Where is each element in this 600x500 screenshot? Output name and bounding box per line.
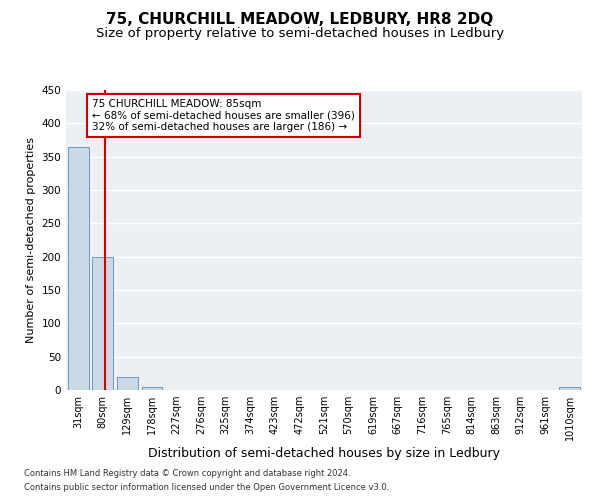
Text: 75, CHURCHILL MEADOW, LEDBURY, HR8 2DQ: 75, CHURCHILL MEADOW, LEDBURY, HR8 2DQ bbox=[106, 12, 494, 28]
Bar bbox=[142, 386, 163, 390]
X-axis label: Distribution of semi-detached houses by size in Ledbury: Distribution of semi-detached houses by … bbox=[148, 447, 500, 460]
Bar bbox=[92, 256, 113, 390]
Text: 75 CHURCHILL MEADOW: 85sqm
← 68% of semi-detached houses are smaller (396)
32% o: 75 CHURCHILL MEADOW: 85sqm ← 68% of semi… bbox=[92, 99, 355, 132]
Y-axis label: Number of semi-detached properties: Number of semi-detached properties bbox=[26, 137, 36, 343]
Bar bbox=[559, 386, 580, 390]
Bar bbox=[117, 376, 138, 390]
Text: Contains public sector information licensed under the Open Government Licence v3: Contains public sector information licen… bbox=[24, 484, 389, 492]
Bar bbox=[68, 146, 89, 390]
Text: Contains HM Land Registry data © Crown copyright and database right 2024.: Contains HM Land Registry data © Crown c… bbox=[24, 468, 350, 477]
Text: Size of property relative to semi-detached houses in Ledbury: Size of property relative to semi-detach… bbox=[96, 28, 504, 40]
